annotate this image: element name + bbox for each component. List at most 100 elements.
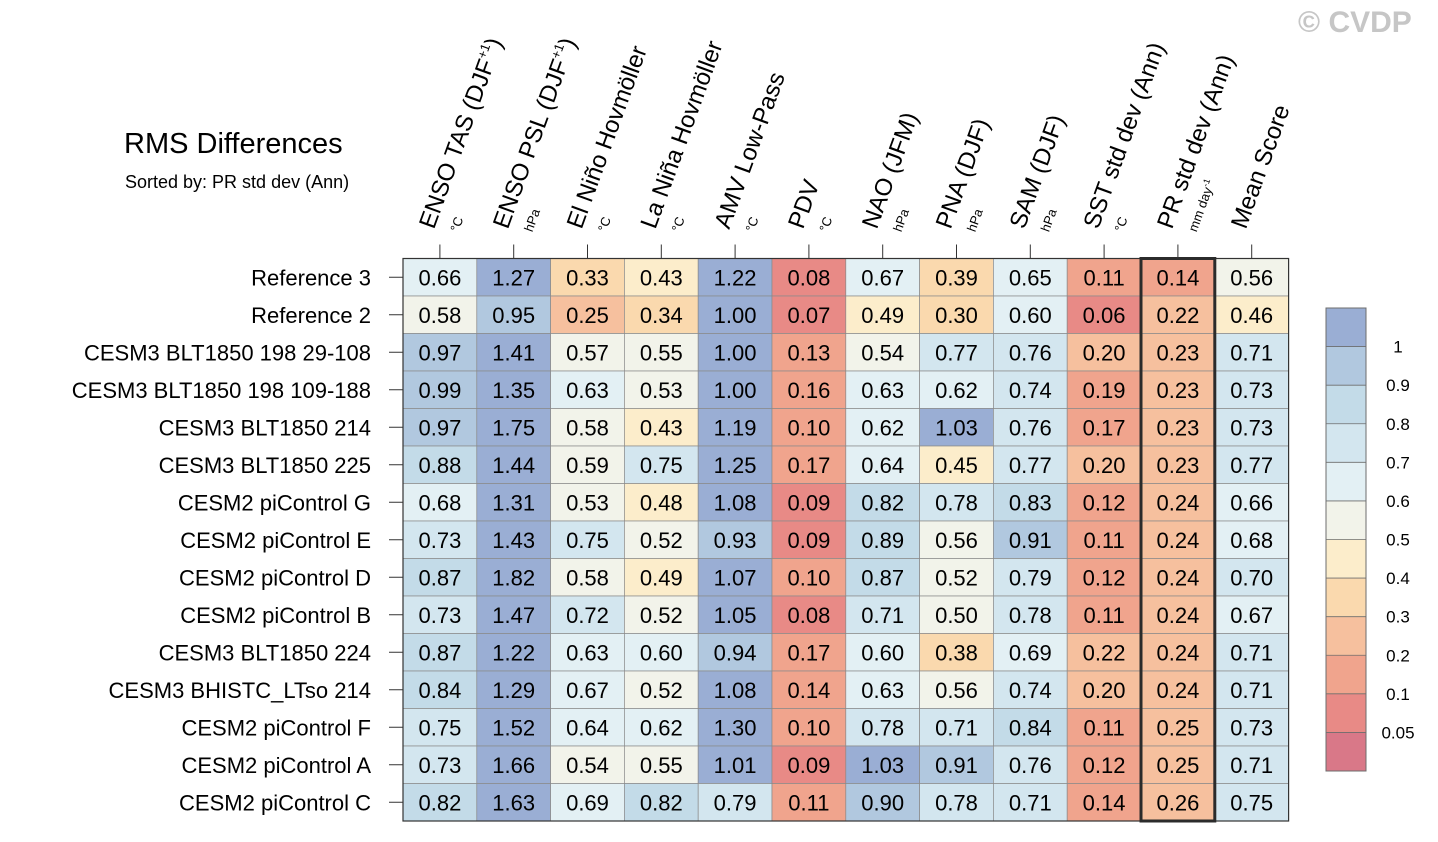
heatmap-cell [1066, 408, 1142, 447]
cell-value-label: 0.78 [1009, 603, 1052, 628]
cell-value-label: 0.75 [640, 453, 683, 478]
heatmap-cell [476, 595, 551, 634]
cell-value-label: 0.17 [1083, 415, 1126, 440]
cell-value-label: 0.34 [640, 303, 683, 328]
cell-value-label: 1.00 [714, 378, 757, 403]
row-label: CESM3 BHISTC_LTso 214 [109, 678, 371, 703]
cell-value-label: 1.01 [714, 753, 757, 778]
cell-value-label: 0.52 [640, 528, 683, 553]
heatmap-cell [771, 445, 847, 484]
cell-value-label: 1.22 [714, 265, 757, 290]
cell-value-label: 0.43 [640, 265, 683, 290]
heatmap-cell [476, 445, 551, 484]
cell-value-label: 0.69 [566, 790, 609, 815]
cell-value-label: 0.19 [1083, 378, 1126, 403]
heatmap-cell [1140, 558, 1216, 597]
heatmap-cell [550, 595, 625, 634]
heatmap-cell [771, 483, 847, 522]
heatmap-cell [1214, 333, 1289, 372]
heatmap-cell [845, 445, 920, 484]
cell-value-label: 0.56 [1230, 265, 1273, 290]
cell-value-label: 0.97 [418, 415, 461, 440]
column-unit-label: hPa [1038, 206, 1060, 234]
cell-value-label: 0.99 [418, 378, 461, 403]
cell-value-label: 0.73 [418, 753, 461, 778]
heatmap-cell [402, 558, 478, 597]
cell-value-label: 0.78 [935, 490, 978, 515]
cell-value-label: 0.25 [566, 303, 609, 328]
cell-value-label: 1.47 [492, 603, 535, 628]
heatmap-cell [697, 408, 773, 447]
row-label: CESM3 BLT1850 198 109-188 [72, 378, 371, 403]
cell-value-label: 0.11 [788, 790, 829, 815]
cell-value-label: 0.94 [714, 640, 757, 665]
heatmap-cell [550, 670, 625, 709]
cell-value-label: 0.95 [492, 303, 535, 328]
cell-value-label: 0.24 [1156, 490, 1199, 515]
column-label: PDV°C [783, 176, 835, 233]
cell-value-label: 1.29 [492, 678, 535, 703]
column-label-text: La Niña Hovmöller [636, 37, 729, 232]
cell-value-label: 0.20 [1083, 678, 1126, 703]
heatmap-cell [550, 483, 625, 522]
cell-value-label: 0.73 [1230, 378, 1273, 403]
heatmap-cell [624, 445, 699, 484]
heatmap-cell [697, 370, 773, 409]
cell-value-label: 0.12 [1083, 565, 1126, 590]
cell-value-label: 0.14 [787, 678, 830, 703]
heatmap-cell [697, 295, 773, 334]
colorbar-swatch [1326, 578, 1366, 617]
cell-value-label: 0.43 [640, 415, 683, 440]
heatmap-cell [697, 483, 773, 522]
row-label: CESM2 piControl G [178, 490, 371, 515]
cell-value-label: 1.52 [492, 715, 535, 740]
cell-value-label: 0.24 [1156, 528, 1199, 553]
column-unit-label: °C [447, 215, 466, 234]
cell-value-label: 0.49 [861, 303, 904, 328]
cell-value-label: 0.08 [787, 265, 830, 290]
cell-value-label: 1.03 [935, 415, 978, 440]
cell-value-label: 0.78 [861, 715, 904, 740]
heatmap-cell [993, 708, 1068, 747]
cell-value-label: 0.49 [640, 565, 683, 590]
heatmap-cell [845, 333, 920, 372]
cell-value-label: 0.13 [787, 340, 830, 365]
watermark: © CVDP [1298, 6, 1412, 39]
cell-value-label: 1.00 [714, 303, 757, 328]
row-label: CESM3 BLT1850 225 [159, 453, 371, 478]
colorbar-swatch [1326, 462, 1366, 501]
cell-value-label: 1.19 [714, 415, 757, 440]
cell-value-label: 1.08 [714, 678, 757, 703]
cell-value-label: 0.60 [1009, 303, 1052, 328]
heatmap-cell [624, 595, 699, 634]
cell-value-label: 0.09 [787, 490, 830, 515]
heatmap-cell [476, 558, 551, 597]
cell-value-label: 0.22 [1156, 303, 1199, 328]
cell-value-label: 1.25 [714, 453, 757, 478]
row-label: CESM2 piControl B [180, 603, 371, 628]
heatmap-cell [1214, 408, 1289, 447]
cell-value-label: 0.56 [935, 678, 978, 703]
cell-value-label: 0.63 [566, 378, 609, 403]
heatmap-cell [845, 595, 920, 634]
column-unit-label: hPa [964, 206, 986, 234]
heatmap-cell [476, 670, 551, 709]
cell-value-label: 0.79 [1009, 565, 1052, 590]
cell-value-label: 0.17 [787, 640, 830, 665]
cell-value-label: 0.70 [1230, 565, 1273, 590]
cell-value-label: 0.73 [418, 603, 461, 628]
cell-value-label: 0.10 [787, 415, 830, 440]
column-label: Mean Score [1226, 101, 1296, 232]
cell-value-label: 1.66 [492, 753, 535, 778]
column-unit-label: °C [742, 215, 761, 234]
colorbar-label: 0.2 [1386, 646, 1410, 665]
cell-value-label: 0.58 [418, 303, 461, 328]
heatmap-cell [1066, 333, 1142, 372]
heatmap-cell [1066, 633, 1142, 672]
cell-value-label: 1.07 [714, 565, 757, 590]
heatmap-cell [1066, 595, 1142, 634]
cell-value-label: 0.87 [861, 565, 904, 590]
heatmap-cell [624, 520, 699, 559]
heatmap-cell [919, 670, 994, 709]
cell-value-label: 0.87 [418, 565, 461, 590]
